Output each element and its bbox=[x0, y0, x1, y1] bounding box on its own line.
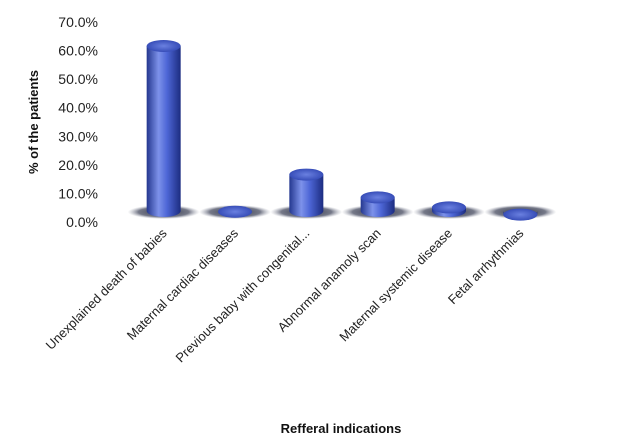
x-tick-label: Unexplained death of babies bbox=[43, 225, 170, 352]
bar bbox=[503, 208, 538, 221]
y-tick-label: 40.0% bbox=[58, 100, 98, 116]
y-tick-label: 30.0% bbox=[58, 128, 98, 144]
bar bbox=[432, 201, 466, 217]
bar-top bbox=[360, 191, 395, 204]
y-tick-label: 70.0% bbox=[58, 14, 98, 30]
bars bbox=[146, 40, 538, 221]
y-tick-label: 10.0% bbox=[58, 185, 98, 201]
bar-top bbox=[218, 205, 252, 218]
y-tick-label: 0.0% bbox=[66, 214, 98, 230]
x-tick-label: Previous baby with congenital... bbox=[173, 226, 313, 366]
x-tick-label: Fetal arrhythmias bbox=[445, 225, 527, 307]
bar-top bbox=[503, 208, 538, 221]
bar bbox=[289, 168, 324, 217]
bar-shadows bbox=[127, 205, 557, 219]
y-tick-label: 60.0% bbox=[58, 43, 98, 59]
y-axis-ticks: 0.0% 10.0% 20.0% 30.0% 40.0% 50.0% 60.0% 70.0% bbox=[58, 14, 98, 230]
bar bbox=[218, 205, 252, 218]
y-tick-label: 50.0% bbox=[58, 71, 98, 87]
bar-top bbox=[146, 40, 181, 52]
bar-top bbox=[289, 168, 324, 181]
bar bbox=[146, 40, 181, 217]
x-axis-title: Refferal indications bbox=[281, 421, 402, 436]
bar bbox=[360, 191, 395, 217]
bar-body bbox=[289, 174, 324, 217]
y-tick-label: 20.0% bbox=[58, 157, 98, 173]
bar-top bbox=[432, 201, 466, 214]
bar-body bbox=[146, 46, 181, 217]
y-axis-title: % of the patients bbox=[26, 70, 41, 174]
